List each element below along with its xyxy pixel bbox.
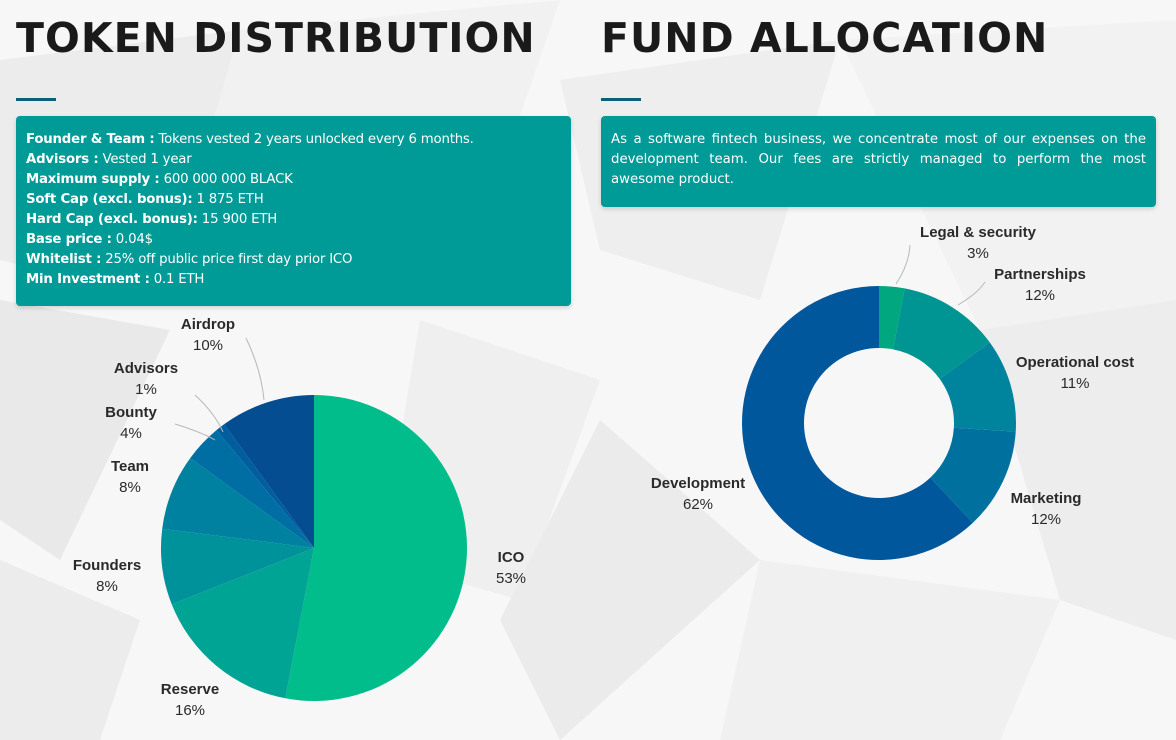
info-key: Whitelist : [26, 252, 102, 267]
pct-legal-security: 3% [967, 245, 989, 262]
label-development: Development [651, 475, 745, 492]
info-value: 0.1 ETH [149, 272, 205, 287]
info-value: 15 900 ETH [197, 212, 278, 227]
title-underline [601, 98, 641, 101]
token-distribution-title: TOKEN DISTRIBUTION [16, 14, 536, 62]
pct-development: 62% [683, 496, 713, 513]
info-key: Soft Cap (excl. bonus): [26, 192, 193, 207]
info-key: Hard Cap (excl. bonus): [26, 212, 198, 227]
slice-partnerships [893, 288, 990, 379]
pct-bounty: 4% [120, 425, 142, 442]
info-line: Founder & Team : Tokens vested 2 years u… [26, 130, 561, 150]
label-team: Team [111, 458, 149, 475]
slice-reserve [171, 548, 314, 699]
slice-team [162, 458, 314, 548]
info-line: Advisors : Vested 1 year [26, 150, 561, 170]
slice-advisors [216, 424, 314, 548]
pct-advisors: 1% [135, 381, 157, 398]
label-operational-cost: Operational cost [1016, 354, 1134, 371]
pct-partnerships: 12% [1025, 287, 1055, 304]
slice-development [742, 286, 973, 560]
slice-founders [161, 528, 314, 605]
token-info-box: Founder & Team : Tokens vested 2 years u… [16, 116, 571, 306]
title-underline [16, 98, 56, 101]
leader-line-partnerships [957, 281, 986, 306]
leader-line-legal-security [895, 244, 911, 285]
info-value: 0.04$ [111, 232, 153, 247]
info-line: Hard Cap (excl. bonus): 15 900 ETH [26, 210, 561, 230]
label-advisors: Advisors [114, 360, 178, 377]
info-line: Min Investment : 0.1 ETH [26, 270, 561, 290]
pct-reserve: 16% [175, 702, 205, 719]
label-bounty: Bounty [105, 404, 157, 421]
slice-operational-cost [939, 342, 1016, 432]
info-line: Soft Cap (excl. bonus): 1 875 ETH [26, 190, 561, 210]
leader-line-advisors [194, 394, 224, 433]
leader-line-bounty [174, 423, 216, 441]
fund-donut [742, 286, 1016, 560]
slice-airdrop [224, 395, 314, 548]
info-line: Whitelist : 25% off public price first d… [26, 250, 561, 270]
pct-founders: 8% [96, 578, 118, 595]
info-line: Maximum supply : 600 000 000 BLACK [26, 170, 561, 190]
info-key: Advisors : [26, 152, 99, 167]
label-founders: Founders [73, 557, 141, 574]
info-value: 25% off public price first day prior ICO [101, 252, 353, 267]
pct-team: 8% [119, 479, 141, 496]
label-legal-security: Legal & security [920, 224, 1037, 241]
label-airdrop: Airdrop [181, 316, 235, 333]
info-key: Base price : [26, 232, 112, 247]
info-key: Maximum supply : [26, 172, 160, 187]
slice-ico [285, 395, 467, 702]
slice-legal-security [879, 286, 905, 350]
info-value: 600 000 000 BLACK [159, 172, 293, 187]
label-partnerships: Partnerships [994, 266, 1086, 283]
label-ico: ICO [498, 549, 525, 566]
pct-marketing: 12% [1031, 511, 1061, 528]
info-line: Base price : 0.04$ [26, 230, 561, 250]
pct-ico: 53% [496, 570, 526, 587]
label-marketing: Marketing [1011, 490, 1082, 507]
slice-bounty [190, 430, 314, 548]
pct-operational-cost: 11% [1061, 375, 1090, 392]
fund-allocation-title: FUND ALLOCATION [601, 14, 1049, 62]
fund-description-box: As a software fintech business, we conce… [601, 116, 1156, 207]
info-value: Vested 1 year [98, 152, 192, 167]
info-value: Tokens vested 2 years unlocked every 6 m… [154, 132, 474, 147]
info-value: 1 875 ETH [192, 192, 264, 207]
label-reserve: Reserve [161, 681, 219, 698]
info-key: Min Investment : [26, 272, 150, 287]
slice-marketing [930, 427, 1016, 523]
token-pie [161, 395, 467, 702]
info-key: Founder & Team : [26, 132, 155, 147]
leader-line-airdrop [245, 337, 265, 401]
pct-airdrop: 10% [193, 337, 223, 354]
